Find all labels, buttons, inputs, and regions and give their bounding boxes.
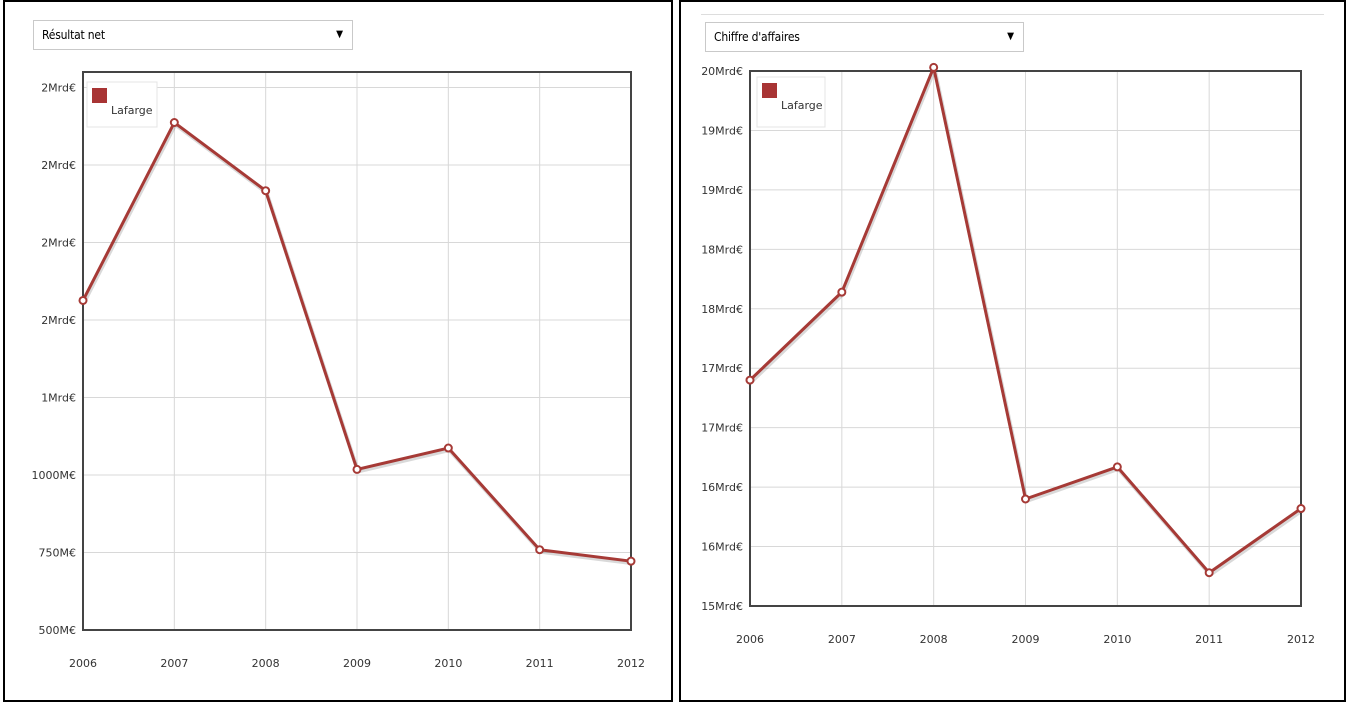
y-tick-label: 16Mrd€: [701, 541, 743, 554]
y-tick-label: 20Mrd€: [701, 65, 743, 78]
data-point[interactable]: [352, 464, 362, 474]
metric-dropdown-left[interactable]: Résultat net ▼: [33, 20, 353, 50]
data-point[interactable]: [1021, 494, 1030, 504]
data-point[interactable]: [1112, 462, 1122, 472]
x-tick-label: 2007: [160, 657, 188, 670]
legend: Lafarge: [756, 76, 826, 128]
x-tick-label: 2010: [434, 657, 462, 670]
legend-swatch: [92, 88, 107, 103]
metric-dropdown-right[interactable]: Chiffre d'affaires ▼: [705, 22, 1024, 52]
x-tick-label: 2008: [920, 633, 948, 646]
data-point[interactable]: [626, 556, 636, 566]
y-tick-label: 17Mrd€: [701, 422, 743, 435]
plot-frame: [749, 70, 1302, 607]
data-point[interactable]: [78, 295, 88, 305]
data-point[interactable]: [169, 118, 179, 128]
left-chart-panel: Résultat net ▼ 500M€ 750M€ 1000M€ 1Mrd€ 2Mrd…: [3, 0, 673, 702]
data-point[interactable]: [535, 545, 545, 555]
divider: [701, 14, 1324, 15]
plot-frame: [82, 71, 632, 631]
chevron-down-icon: ▼: [336, 29, 343, 40]
y-tick-label: 18Mrd€: [701, 303, 743, 316]
x-tick-label: 2009: [1012, 633, 1040, 646]
x-tick-label: 2012: [1287, 633, 1315, 646]
legend-swatch: [762, 83, 777, 98]
data-point[interactable]: [745, 375, 755, 385]
y-tick-label: 2Mrd€: [41, 237, 76, 250]
legend: Lafarge: [86, 81, 158, 128]
y-tick-label: 2Mrd€: [41, 314, 76, 327]
metric-dropdown-left-value: Résultat net: [42, 28, 105, 42]
chevron-down-icon: ▼: [1007, 31, 1014, 42]
x-tick-label: 2012: [617, 657, 645, 670]
x-tick-label: 2009: [343, 657, 371, 670]
x-tick-label: 2008: [252, 657, 280, 670]
y-tick-label: 500M€: [39, 624, 77, 637]
x-tick-label: 2011: [526, 657, 554, 670]
y-tick-label: 2Mrd€: [41, 159, 76, 172]
x-tick-label: 2010: [1103, 633, 1131, 646]
y-tick-label: 15Mrd€: [701, 600, 743, 613]
data-point[interactable]: [443, 443, 453, 453]
series-line-shadow: [82, 122, 633, 566]
y-tick-label: 17Mrd€: [701, 362, 743, 375]
data-point[interactable]: [261, 186, 271, 196]
y-tick-label: 19Mrd€: [701, 184, 743, 197]
data-point[interactable]: [929, 62, 939, 72]
y-tick-label: 1Mrd€: [41, 392, 76, 405]
metric-dropdown-right-value: Chiffre d'affaires: [714, 30, 800, 44]
y-tick-label: 19Mrd€: [701, 124, 743, 137]
revenue-chart: 15Mrd€ 16Mrd€ 16Mrd€ 17Mrd€ 17Mrd€ 18Mrd€ 18Mr…: [701, 62, 1315, 646]
data-point[interactable]: [1296, 504, 1306, 514]
y-tick-label: 750M€: [39, 547, 77, 560]
data-point[interactable]: [837, 287, 847, 297]
y-tick-label: 2Mrd€: [41, 82, 76, 95]
x-tick-label: 2006: [736, 633, 764, 646]
x-tick-label: 2006: [69, 657, 97, 670]
x-tick-label: 2011: [1195, 633, 1223, 646]
x-tick-label: 2007: [828, 633, 856, 646]
y-tick-label: 1000M€: [32, 469, 76, 482]
y-tick-label: 18Mrd€: [701, 243, 743, 256]
legend-label: Lafarge: [111, 104, 153, 117]
data-point[interactable]: [1204, 568, 1214, 578]
legend-label: Lafarge: [781, 99, 823, 112]
net-income-chart: 500M€ 750M€ 1000M€ 1Mrd€ 2Mrd€ 2Mrd€ 2Mrd€ 2Mrd…: [32, 71, 645, 670]
right-chart-panel: Chiffre d'affaires ▼ 15Mrd€ 16Mrd€ 16Mrd€ 1…: [679, 0, 1346, 702]
y-tick-label: 16Mrd€: [701, 481, 743, 494]
